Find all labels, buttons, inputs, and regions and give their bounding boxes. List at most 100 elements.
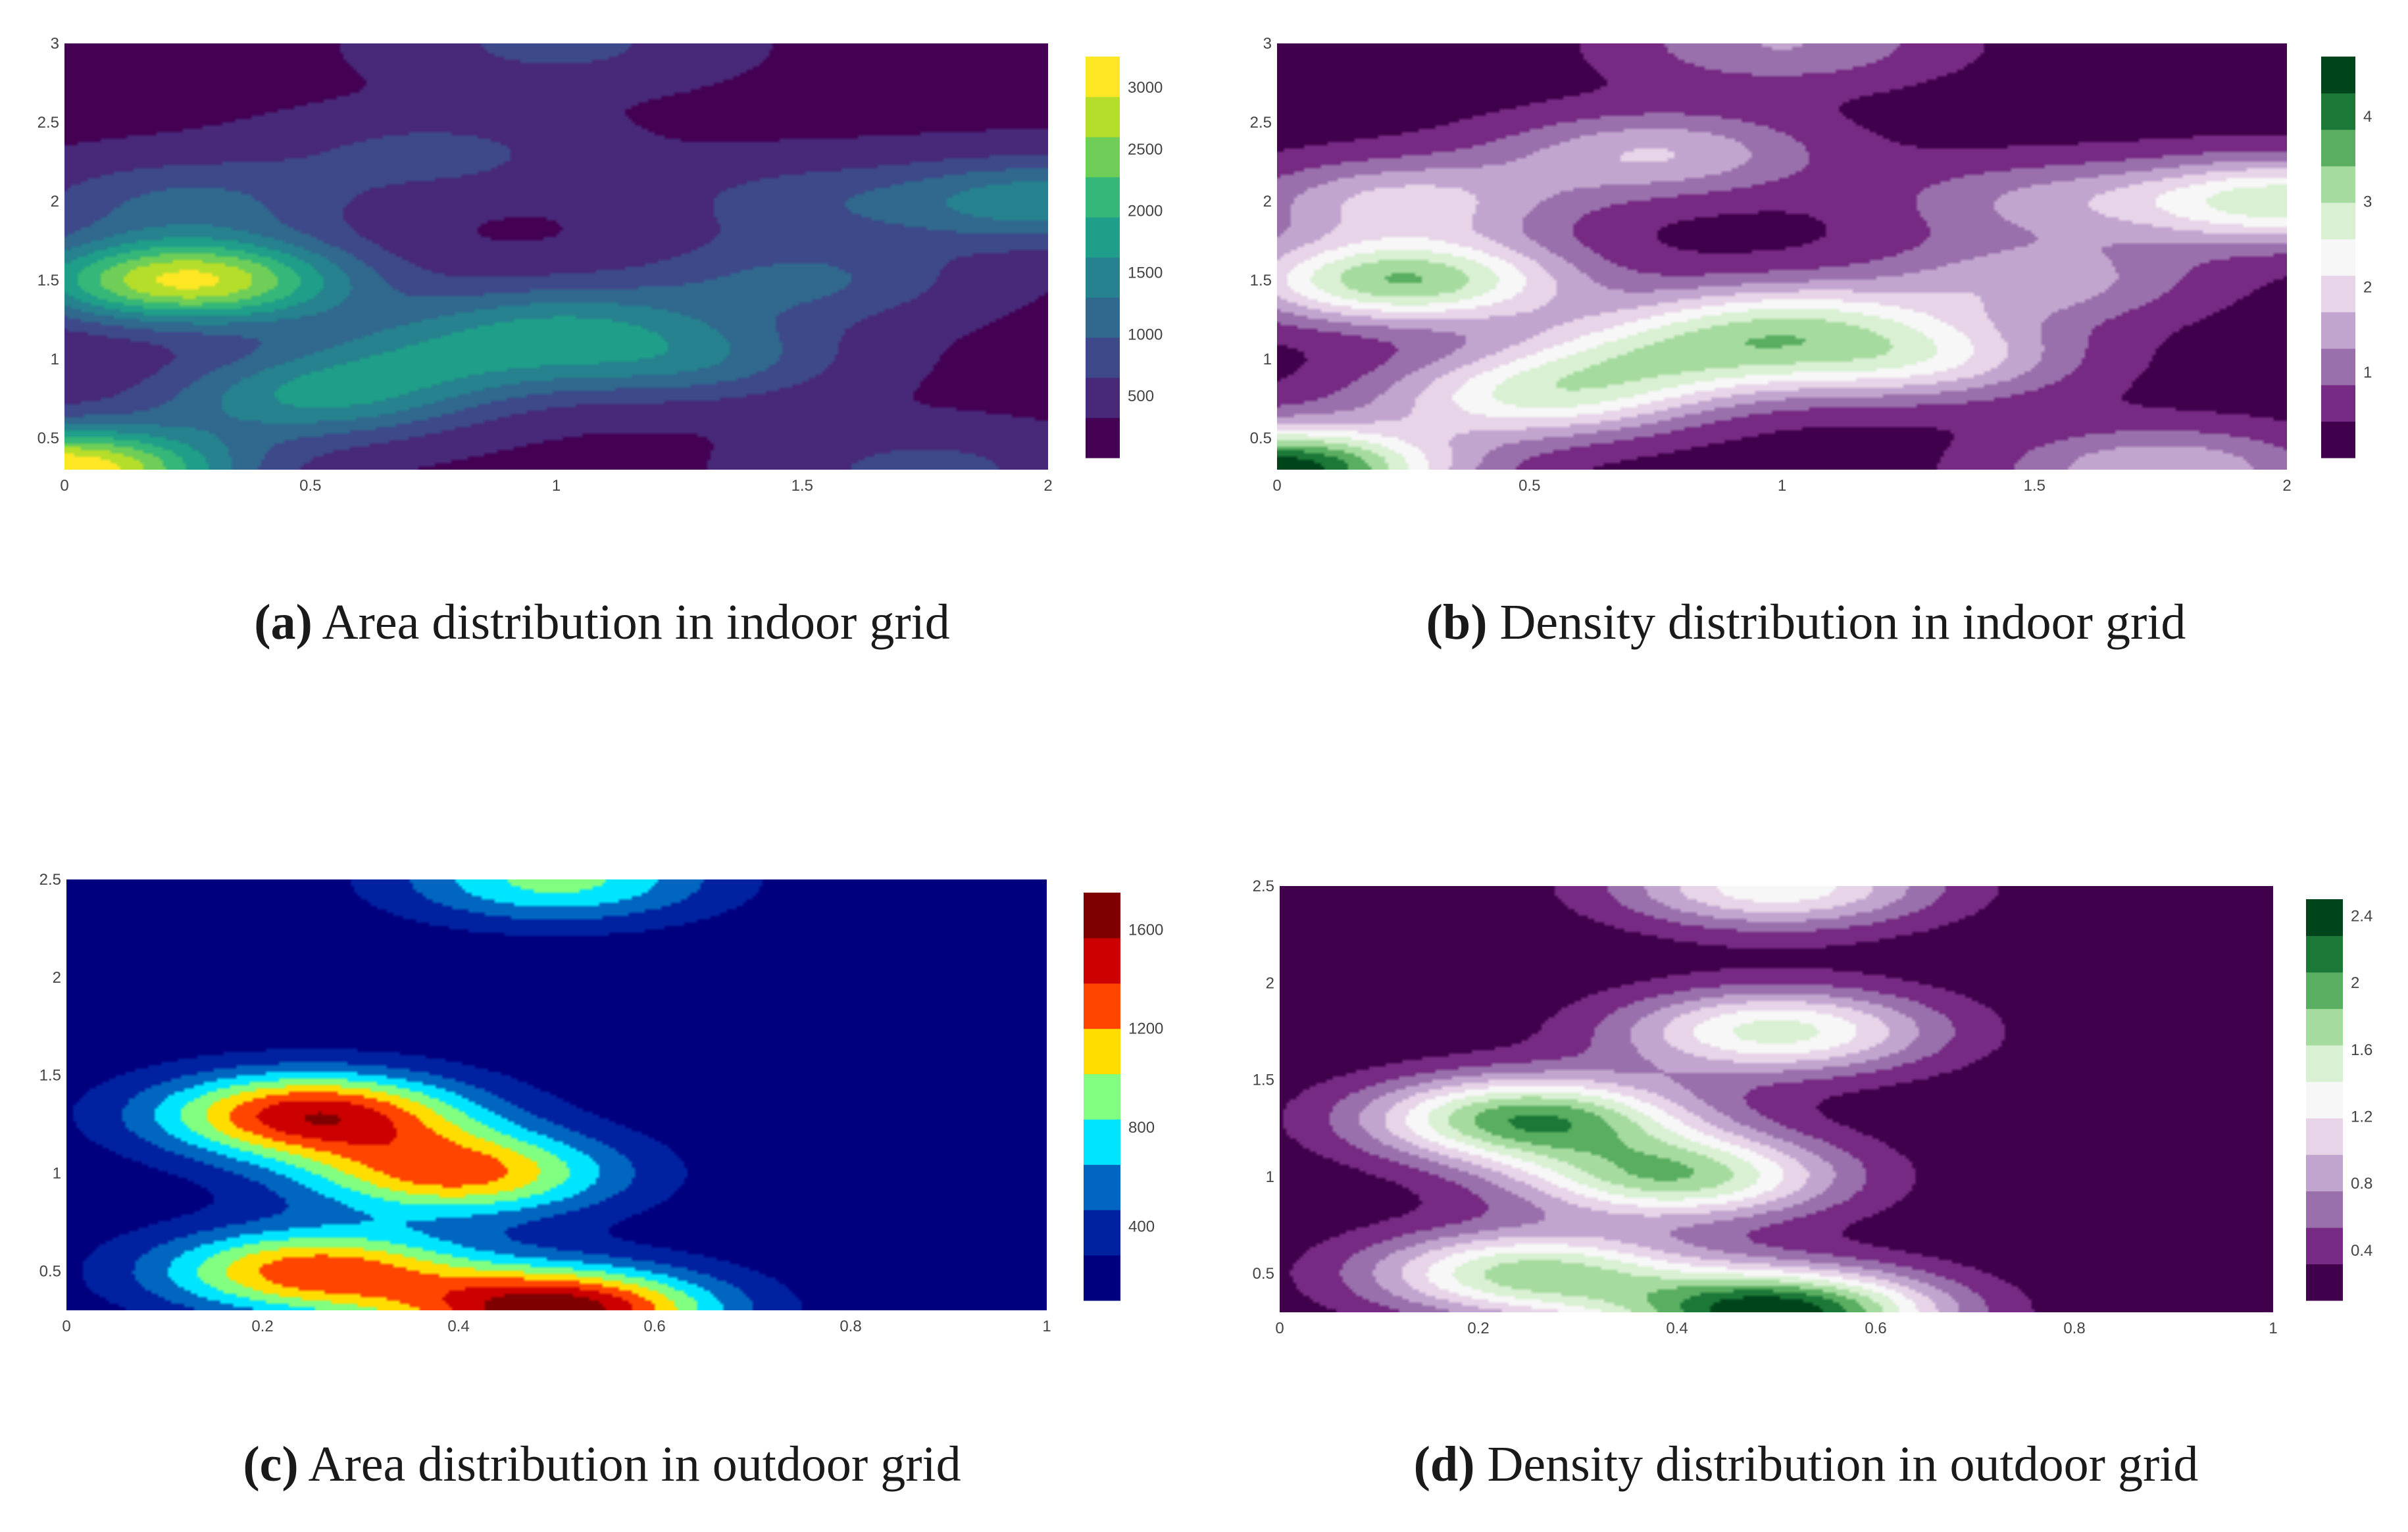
x-tick-c-3: 0.6	[643, 1318, 665, 1335]
y-tick-a-2: 1.5	[38, 272, 59, 289]
colorbar-band-a-4	[1086, 257, 1120, 298]
colorbar-band-d-2	[2306, 1191, 2343, 1228]
x-tick-a-0: 0	[60, 477, 68, 495]
caption-a: (a) Area distribution in indoor grid	[0, 594, 1204, 651]
colorbar-tick-b-2: 3	[2363, 193, 2372, 211]
y-tick-a-0: 0.5	[38, 430, 59, 447]
colorbar-tick-a-4: 2500	[1128, 141, 1163, 159]
caption-a-label: (a)	[254, 595, 313, 650]
x-tick-c-0: 0	[62, 1318, 70, 1335]
heatmap-d	[1280, 886, 2273, 1312]
caption-c-label: (c)	[243, 1437, 299, 1492]
y-tick-b-1: 1	[1263, 351, 1272, 368]
x-tick-d-5: 1	[2269, 1320, 2277, 1337]
colorbar-band-b-7	[2321, 166, 2355, 203]
x-tick-d-0: 0	[1275, 1320, 1284, 1337]
x-tick-a-3: 1.5	[791, 477, 813, 495]
colorbar-tick-b-3: 4	[2363, 108, 2372, 126]
y-tick-a-1: 1	[51, 351, 59, 368]
colorbar-d: 0.4 0.8 1.2 1.6 2 2.4	[2306, 899, 2372, 1301]
x-tick-b-2: 1	[1778, 477, 1786, 495]
colorbar-band-b-6	[2321, 202, 2355, 239]
colorbar-band-b-10	[2321, 57, 2355, 93]
colorbar-tick-d-4: 2	[2351, 974, 2359, 992]
x-tick-c-4: 0.8	[840, 1318, 861, 1335]
colorbar-tick-d-5: 2.4	[2351, 907, 2372, 925]
colorbar-band-d-3	[2306, 1154, 2343, 1192]
colorbar-band-c-0	[1084, 1255, 1120, 1301]
colorbar-band-c-5	[1084, 1028, 1120, 1075]
colorbar-b: 1 2 3 4	[2321, 57, 2372, 458]
colorbar-band-c-2	[1084, 1164, 1120, 1210]
colorbar-tick-b-1: 2	[2363, 278, 2372, 296]
y-tick-c-0: 0.5	[39, 1262, 61, 1280]
x-tick-d-2: 0.4	[1666, 1320, 1688, 1337]
colorbar-tick-a-2: 1500	[1128, 264, 1163, 282]
heatmap-c	[66, 879, 1047, 1310]
y-tick-c-1: 1	[53, 1165, 61, 1183]
x-tick-a-1: 0.5	[299, 477, 321, 495]
caption-a-text: Area distribution in indoor grid	[322, 595, 950, 650]
colorbar-band-d-6	[2306, 1045, 2343, 1082]
colorbar-tick-c-3: 1600	[1128, 921, 1163, 939]
y-tick-d-4: 2.5	[1253, 877, 1274, 895]
colorbar-band-c-8	[1084, 893, 1120, 939]
y-tick-b-0: 0.5	[1250, 430, 1272, 447]
y-tick-a-4: 2.5	[38, 114, 59, 132]
colorbar-band-c-1	[1084, 1210, 1120, 1256]
colorbar-band-a-0	[1086, 418, 1120, 458]
colorbar-band-a-2	[1086, 337, 1120, 378]
y-tick-c-4: 2.5	[39, 871, 61, 889]
caption-d-label: (d)	[1413, 1437, 1475, 1492]
colorbar-tick-c-1: 800	[1128, 1119, 1155, 1137]
x-tick-d-4: 0.8	[2063, 1320, 2085, 1337]
colorbar-band-d-8	[2306, 972, 2343, 1009]
x-tick-b-1: 0.5	[1518, 477, 1540, 495]
y-tick-b-5: 3	[1263, 35, 1272, 53]
colorbar-tick-d-1: 0.8	[2351, 1175, 2372, 1193]
colorbar-band-a-3	[1086, 297, 1120, 338]
caption-c-text: Area distribution in outdoor grid	[308, 1437, 961, 1492]
chart-a: 0 0.5 1 1.5 2 0.5 1 1.5 2 2.5 3 500 1000 1500 2000 2500…	[38, 35, 1163, 495]
colorbar-band-b-9	[2321, 93, 2355, 130]
y-tick-d-2: 1.5	[1253, 1072, 1274, 1089]
colorbar-tick-d-0: 0.4	[2351, 1242, 2372, 1260]
y-tick-d-3: 2	[1266, 974, 1274, 992]
x-tick-c-1: 0.2	[251, 1318, 273, 1335]
chart-c: 0 0.2 0.4 0.6 0.8 1 0.5 1 1.5 2 2.5 400 800 1200 1600	[39, 871, 1164, 1335]
colorbar-band-d-0	[2306, 1264, 2343, 1301]
colorbar-tick-d-3: 1.6	[2351, 1041, 2372, 1059]
colorbar-band-b-0	[2321, 421, 2355, 458]
x-tick-d-3: 0.6	[1865, 1320, 1886, 1337]
x-tick-b-4: 2	[2282, 477, 2291, 495]
heatmap-b	[1277, 43, 2287, 470]
y-tick-b-3: 2	[1263, 193, 1272, 210]
colorbar-band-a-5	[1086, 217, 1120, 258]
y-tick-a-5: 3	[51, 35, 59, 53]
colorbar-tick-c-0: 400	[1128, 1218, 1155, 1235]
x-tick-b-0: 0	[1272, 477, 1281, 495]
colorbar-band-c-3	[1084, 1119, 1120, 1165]
caption-d: (d) Density distribution in outdoor grid	[1204, 1436, 2408, 1493]
colorbar-band-b-2	[2321, 348, 2355, 385]
colorbar-band-b-5	[2321, 239, 2355, 276]
x-tick-a-2: 1	[552, 477, 561, 495]
colorbar-band-c-4	[1084, 1074, 1120, 1120]
x-tick-b-3: 1.5	[2024, 477, 2045, 495]
y-tick-a-3: 2	[51, 193, 59, 210]
y-tick-b-4: 2.5	[1250, 114, 1272, 132]
colorbar-band-a-7	[1086, 137, 1120, 178]
colorbar-band-b-4	[2321, 275, 2355, 312]
colorbar-band-a-8	[1086, 97, 1120, 137]
colorbar-band-d-7	[2306, 1008, 2343, 1046]
colorbar-tick-a-5: 3000	[1128, 79, 1163, 97]
x-tick-d-1: 0.2	[1467, 1320, 1489, 1337]
chart-d: 0 0.2 0.4 0.6 0.8 1 0.5 1 1.5 2 2.5 0.4 0.8 1.2 1.6 2 2.…	[1253, 877, 2373, 1337]
colorbar-band-c-7	[1084, 937, 1120, 984]
colorbar-tick-b-0: 1	[2363, 364, 2372, 382]
caption-b-text: Density distribution in indoor grid	[1499, 595, 2186, 650]
caption-b: (b) Density distribution in indoor grid	[1204, 594, 2408, 651]
chart-b: 0 0.5 1 1.5 2 0.5 1 1.5 2 2.5 3 1 2 3 4	[1250, 35, 2372, 495]
caption-c: (c) Area distribution in outdoor grid	[0, 1436, 1204, 1493]
